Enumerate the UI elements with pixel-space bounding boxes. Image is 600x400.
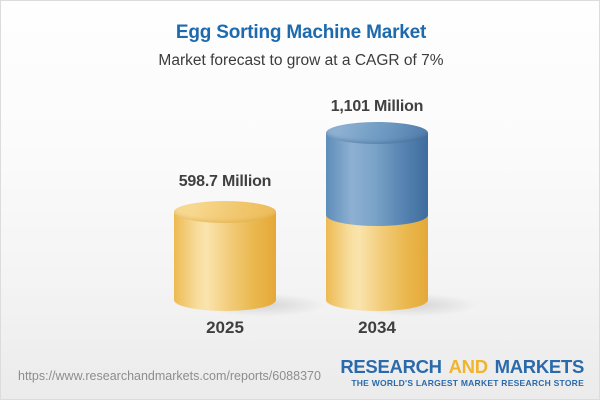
bar-value-label-2025: 598.7 Million [178, 173, 272, 190]
report-url-text: https://www.researchandmarkets.com/repor… [18, 369, 321, 383]
bar-value-label-2034: 1,101 Million [330, 98, 424, 115]
logo-and-text: AND [448, 356, 488, 377]
cylinder-2025 [174, 201, 276, 311]
bar-category-label-2025: 2025 [206, 318, 244, 337]
logo-markets-text: MARKETS [494, 356, 585, 377]
brand-logo-wordmark: RESEARCH AND MARKETS [340, 357, 584, 377]
cylinder-2025-body [174, 212, 276, 311]
cylinder-2034-blue-top-ellipse [326, 122, 428, 144]
brand-logo: RESEARCH AND MARKETS THE WORLD'S LARGEST… [340, 357, 584, 389]
brand-tagline: THE WORLD'S LARGEST MARKET RESEARCH STOR… [351, 378, 584, 388]
cylinder-2034-blue-segment [326, 133, 428, 226]
cylinder-2025-top-ellipse [174, 201, 276, 223]
cylinder-2034 [326, 122, 428, 311]
chart-subtitle: Market forecast to grow at a CAGR of 7% [158, 52, 444, 69]
chart-title: Egg Sorting Machine Market [175, 22, 427, 43]
logo-research-text: RESEARCH [340, 356, 442, 377]
cylinder-2034-yellow-segment [326, 215, 428, 311]
bar-category-label-2034: 2034 [358, 318, 396, 337]
